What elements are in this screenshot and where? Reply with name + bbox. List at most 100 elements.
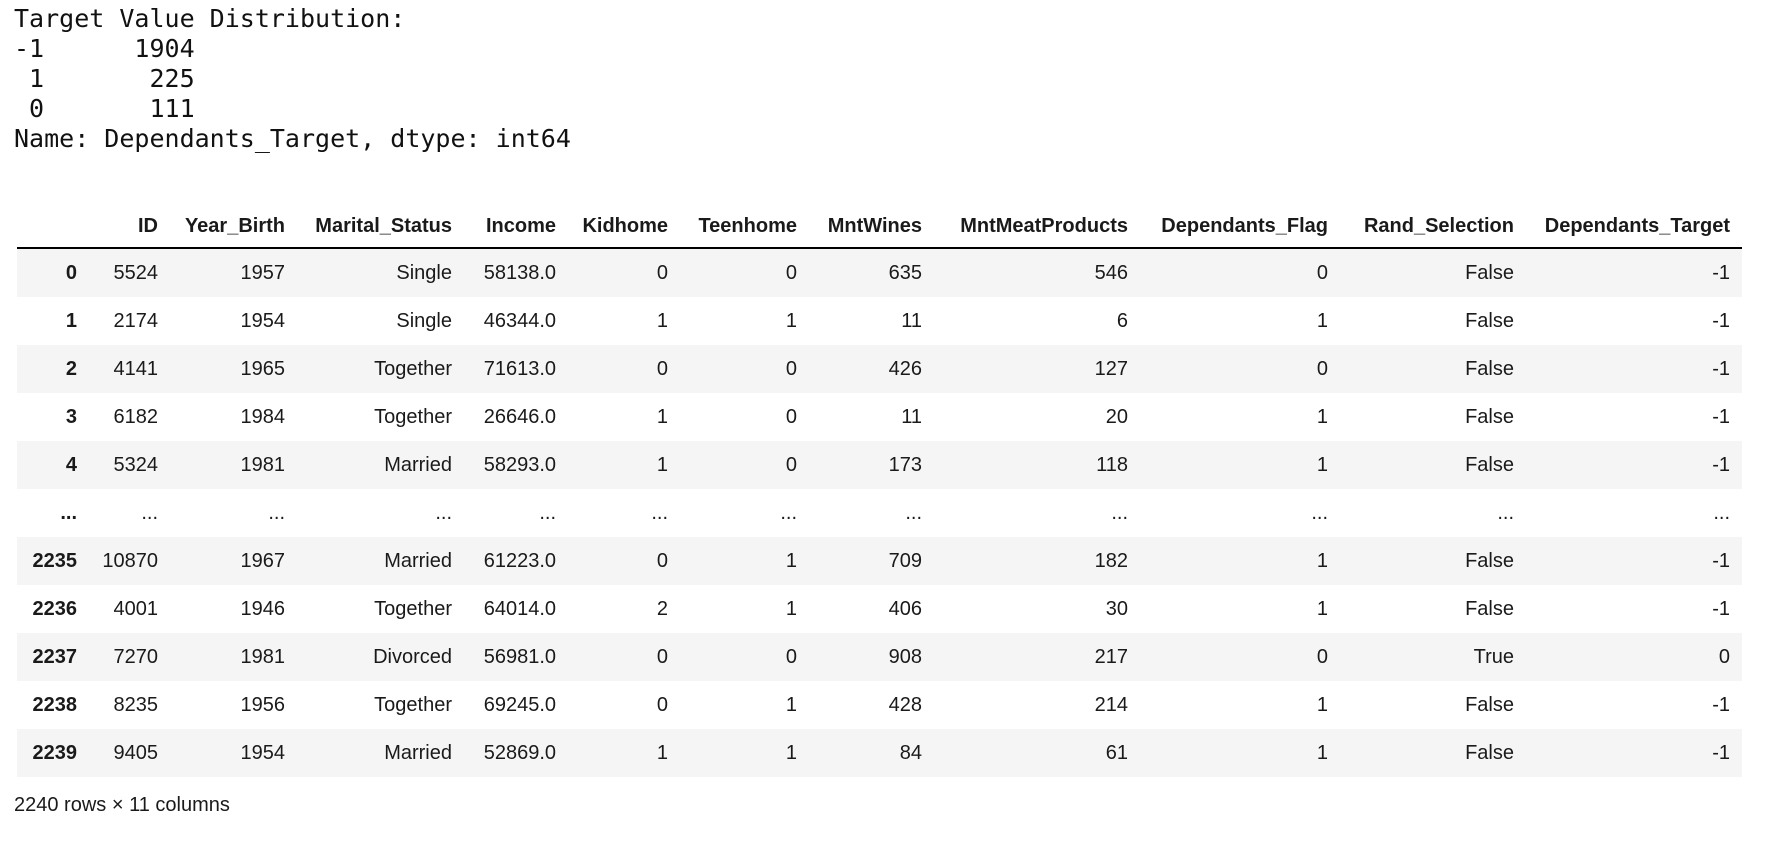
table-cell: Together [374, 358, 452, 380]
table-cell: 0 [656, 646, 668, 668]
table-cell: 26646.0 [483, 406, 556, 428]
row-index: 2 [65, 358, 77, 380]
table-cell: 1 [1316, 454, 1328, 476]
table-row: 2237 7270 1981 Divorced 56981.0 0 0 908 217 0 True… [17, 633, 1742, 681]
table-cell: 1 [656, 406, 668, 428]
table-cell: -1 [1712, 694, 1730, 716]
table-row: 2 4141 1965 Together 71613.0 0 0 426 127 0 False -1 [17, 345, 1742, 393]
table-cell: 5524 [113, 262, 159, 284]
row-index: 2235 [32, 550, 78, 572]
table-cell: True [1473, 646, 1514, 668]
table-cell: 546 [1094, 262, 1128, 284]
row-index: 3 [65, 406, 77, 428]
table-cell: -1 [1712, 358, 1730, 380]
table-cell: 635 [888, 262, 922, 284]
header-row: ID Year_Birth Marital_Status Income Kidhome T… [17, 207, 1742, 249]
table-cell: 58293.0 [483, 454, 556, 476]
table-cell: False [1465, 358, 1514, 380]
column-header-dependants_target: Dependants_Target [1526, 207, 1742, 249]
table-cell: 1956 [240, 694, 286, 716]
table-cell: 61 [1105, 742, 1128, 764]
table-cell: 217 [1094, 646, 1128, 668]
table-cell: 0 [785, 262, 797, 284]
table-cell: 1 [1316, 694, 1328, 716]
table-cell: 11 [901, 310, 922, 332]
table-cell: Together [374, 694, 452, 716]
table-cell: False [1465, 742, 1514, 764]
table-cell: 182 [1094, 550, 1128, 572]
table-cell: 1 [656, 310, 668, 332]
table-cell: 30 [1105, 598, 1128, 620]
table-cell: 1981 [240, 454, 286, 476]
table-cell: ... [268, 502, 285, 524]
table-cell: 20 [1105, 406, 1128, 428]
notebook-output-area: Target Value Distribution: -1 1904 1 225… [0, 4, 1782, 817]
table-cell: 64014.0 [483, 598, 556, 620]
table-cell: 1 [785, 310, 797, 332]
row-index: 2237 [32, 646, 78, 668]
table-cell: ... [1311, 502, 1328, 524]
table-cell: 406 [888, 598, 922, 620]
row-index: 2236 [32, 598, 78, 620]
column-header-mntwines: MntWines [809, 207, 934, 249]
table-cell: 1 [1316, 598, 1328, 620]
table-cell: 1 [785, 550, 797, 572]
table-row: 2239 9405 1954 Married 52869.0 1 1 84 61 1 False -1 [17, 729, 1742, 777]
table-cell: 1 [1316, 406, 1328, 428]
table-cell: -1 [1712, 598, 1730, 620]
table-cell: 1 [785, 694, 797, 716]
dataframe-body: 0 5524 1957 Single 58138.0 0 0 635 546 0 False -1 1 2… [17, 248, 1742, 777]
table-cell: 0 [1718, 646, 1730, 668]
table-cell: False [1465, 406, 1514, 428]
table-row: 1 2174 1954 Single 46344.0 1 1 11 6 1 False -1 [17, 297, 1742, 345]
table-cell: 58138.0 [483, 262, 556, 284]
index-column-header [17, 207, 89, 249]
column-header-rand_selection: Rand_Selection [1340, 207, 1526, 249]
table-cell: 1984 [240, 406, 286, 428]
table-cell: Single [396, 310, 452, 332]
table-cell: ... [905, 502, 922, 524]
table-cell: -1 [1712, 550, 1730, 572]
table-cell: 69245.0 [483, 694, 556, 716]
table-cell: -1 [1712, 262, 1730, 284]
table-cell: 8235 [113, 694, 159, 716]
table-cell: 1 [785, 598, 797, 620]
table-cell: 0 [785, 646, 797, 668]
table-cell: 7270 [113, 646, 159, 668]
table-cell: 1981 [240, 646, 286, 668]
table-cell: 56981.0 [483, 646, 556, 668]
table-cell: 1 [1316, 550, 1328, 572]
table-cell: 214 [1094, 694, 1128, 716]
table-cell: 0 [1316, 646, 1328, 668]
table-cell: 1 [1316, 310, 1328, 332]
table-cell: 428 [888, 694, 922, 716]
table-cell: 6 [1116, 310, 1128, 332]
column-header-id: ID [89, 207, 170, 249]
table-cell: 0 [656, 694, 668, 716]
dataframe-table: ID Year_Birth Marital_Status Income Kidhome T… [17, 207, 1742, 777]
table-cell: False [1465, 550, 1514, 572]
table-cell: ... [539, 502, 556, 524]
table-cell: False [1465, 694, 1514, 716]
table-cell: Married [384, 550, 452, 572]
table-cell: 1957 [240, 262, 286, 284]
table-cell: 908 [888, 646, 922, 668]
table-cell: False [1465, 310, 1514, 332]
table-row: 3 6182 1984 Together 26646.0 1 0 11 20 1 False -1 [17, 393, 1742, 441]
table-cell: -1 [1712, 406, 1730, 428]
table-cell: False [1465, 454, 1514, 476]
column-header-teenhome: Teenhome [680, 207, 809, 249]
table-cell: 0 [785, 454, 797, 476]
table-cell: 1965 [240, 358, 286, 380]
table-cell: 1 [1316, 742, 1328, 764]
table-cell: Single [396, 262, 452, 284]
table-cell: False [1465, 598, 1514, 620]
table-row: 2236 4001 1946 Together 64014.0 2 1 406 30 1 False… [17, 585, 1742, 633]
table-row: .................................... [17, 489, 1742, 537]
table-cell: 0 [1316, 358, 1328, 380]
table-row: 4 5324 1981 Married 58293.0 1 0 173 118 1 False -1 [17, 441, 1742, 489]
table-cell: 0 [656, 550, 668, 572]
table-cell: -1 [1712, 742, 1730, 764]
table-cell: -1 [1712, 310, 1730, 332]
table-cell: 127 [1094, 358, 1128, 380]
